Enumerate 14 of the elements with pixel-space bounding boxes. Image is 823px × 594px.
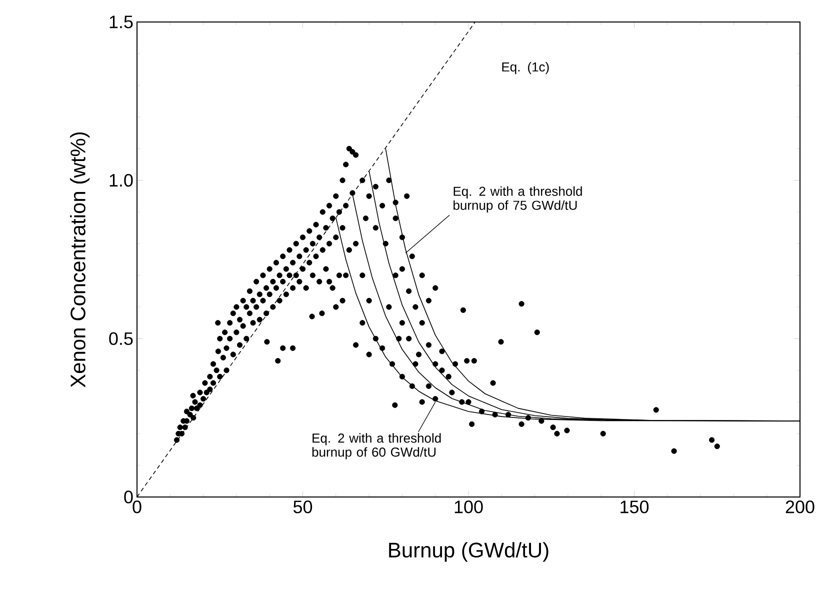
x-tick-label: 150 [620, 500, 649, 514]
y-tick-label: 1.0 [110, 174, 133, 187]
x-tick-label: 200 [786, 500, 814, 514]
y-tick-label: 1.5 [110, 16, 133, 28]
y-tick-label: 0 [124, 490, 133, 504]
x-tick-label: 50 [293, 500, 312, 514]
y-tick-label: 0.5 [109, 332, 133, 346]
y-axis-title: Xenon Concentration (wt%) [70, 132, 90, 388]
x-axis-title: Burnup (GWd/tU) [389, 542, 548, 562]
annotation: Eq. 2 with a threshold burnup of 60 GWd/tU [312, 433, 441, 460]
x-tick-label: 0 [132, 500, 142, 514]
annotation: Eq. 2 with a threshold burnup of 75 GWd/tU [454, 186, 582, 212]
annotation: Eq. (1c) [502, 62, 549, 74]
x-tick-label: 100 [454, 500, 483, 514]
